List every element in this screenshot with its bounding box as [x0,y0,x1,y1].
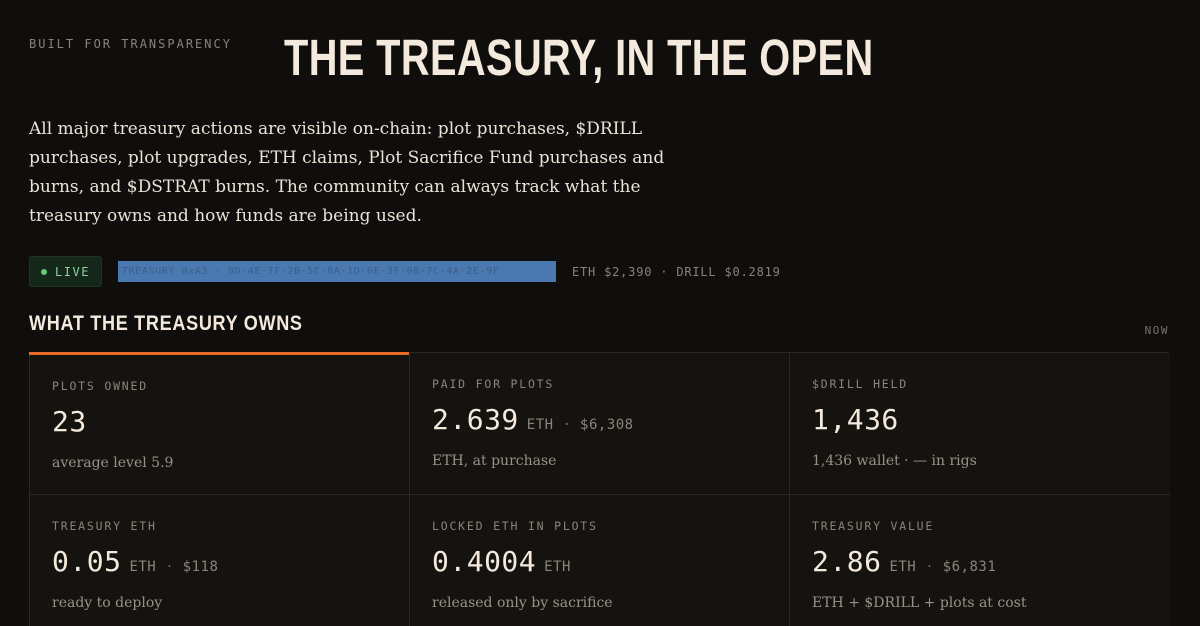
card-value-unit: ETH [544,559,571,575]
eyebrow-label: BUILT FOR TRANSPARENCY [29,37,232,51]
card-note: ETH, at purchase [432,453,557,469]
card-treasury-eth: TREASURY ETH 0.05 ETH · $118 ready to de… [30,495,410,626]
card-value: 2.639 ETH · $6,308 [432,403,634,436]
card-note: ETH + $DRILL + plots at cost [812,595,1027,611]
intro-paragraph: All major treasury actions are visible o… [29,119,665,226]
section-tag: NOW [1144,324,1169,337]
card-paid-for-plots: PAID FOR PLOTS 2.639 ETH · $6,308 ETH, a… [410,353,790,495]
page-title: THE TREASURY, IN THE OPEN [284,29,874,86]
card-value: 2.86 ETH · $6,831 [812,545,996,578]
card-value-usd: $118 [182,559,219,575]
treasury-address[interactable]: TREASURY 0xA3 · 9D·4E·7F·2B·5C·8A·1D·6E·… [118,261,556,282]
card-value-unit: ETH [129,559,157,575]
section-title: WHAT THE TREASURY OWNS [29,312,303,335]
price-ticker: ETH $2,390 · DRILL $0.2819 [572,264,781,279]
card-note: ready to deploy [52,595,163,611]
card-value-number: 2.86 [812,545,882,578]
status-row: LIVE TREASURY 0xA3 · 9D·4E·7F·2B·5C·8A·1… [29,256,781,287]
card-value-number: 1,436 [812,403,899,436]
card-label: LOCKED ETH IN PLOTS [432,519,598,533]
card-value-number: 2.639 [432,403,519,436]
card-label: PLOTS OWNED [52,379,148,393]
card-label: TREASURY ETH [52,519,157,533]
card-value-usd: $6,831 [942,559,997,575]
card-label: $DRILL HELD [812,377,908,391]
card-note: average level 5.9 [52,455,174,471]
card-value: 0.05 ETH · $118 [52,545,218,578]
live-label: LIVE [55,264,90,279]
card-treasury-value: TREASURY VALUE 2.86 ETH · $6,831 ETH + $… [790,495,1170,626]
card-note: released only by sacrifice [432,595,613,611]
live-badge: LIVE [29,256,102,287]
separator-dot: · [165,559,174,575]
card-value: 0.4004 ETH [432,545,571,578]
card-plots-owned: PLOTS OWNED 23 average level 5.9 [29,352,410,495]
holdings-grid: PLOTS OWNED 23 average level 5.9 PAID FO… [29,352,1170,626]
card-value-number: 23 [52,405,87,438]
treasury-address-text: TREASURY 0xA3 · 9D·4E·7F·2B·5C·8A·1D·6E·… [122,266,500,277]
card-drill-held: $DRILL HELD 1,436 1,436 wallet · — in ri… [790,353,1170,495]
card-value-number: 0.4004 [432,545,537,578]
separator-dot: · [925,559,934,575]
card-value-unit: ETH [889,559,917,575]
card-value: 1,436 [812,403,899,436]
card-note: 1,436 wallet · — in rigs [812,453,977,469]
card-value-unit: ETH [526,417,554,433]
card-value-usd: $6,308 [580,417,634,433]
card-value: 23 [52,405,87,438]
separator-dot: · [562,417,572,433]
live-dot-icon [41,268,48,275]
card-label: TREASURY VALUE [812,519,935,533]
card-locked-eth: LOCKED ETH IN PLOTS 0.4004 ETH released … [410,495,790,626]
card-value-number: 0.05 [52,545,122,578]
card-label: PAID FOR PLOTS [432,377,555,391]
